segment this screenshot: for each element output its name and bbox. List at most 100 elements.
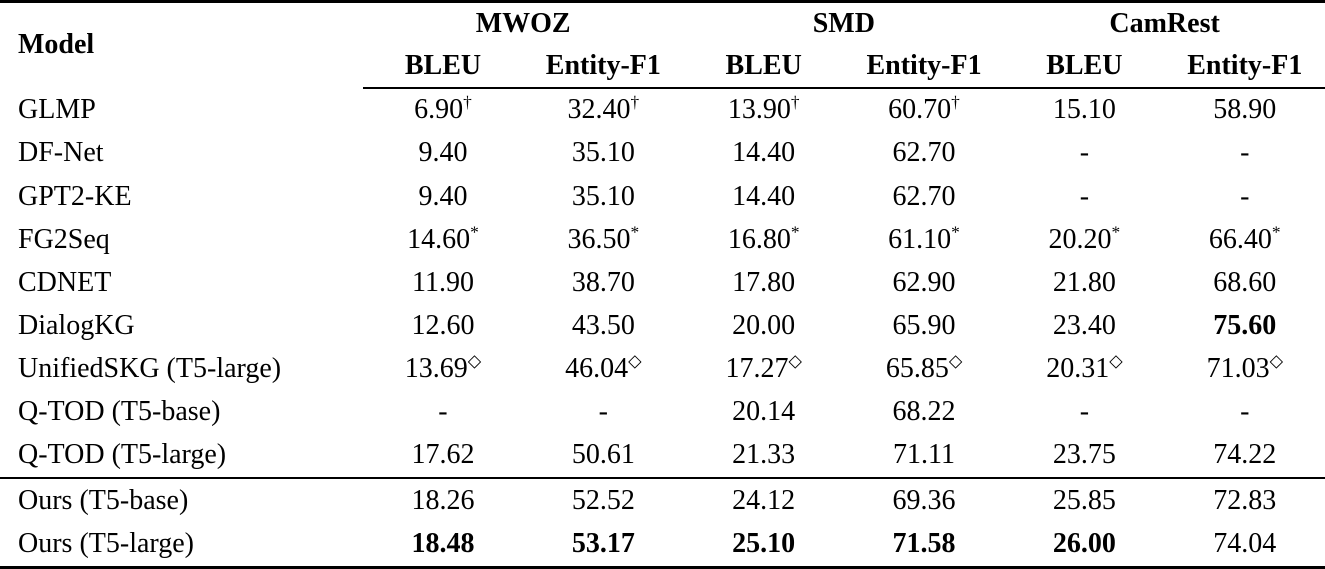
- col-subheader-mwoz-entityf1: Entity-F1: [523, 45, 684, 89]
- col-subheader-smd-bleu: BLEU: [683, 45, 844, 89]
- superscript-marker: ◇: [467, 351, 482, 371]
- cell-value: -: [1240, 180, 1250, 212]
- cell-value: 32.40†: [567, 92, 640, 126]
- cell-value: 20.31◇: [1046, 351, 1123, 384]
- cell-value: 23.75: [1052, 439, 1116, 471]
- cell-value: 9.40: [418, 137, 468, 169]
- col-subheader-camrest-bleu: BLEU: [1004, 45, 1165, 89]
- superscript-marker: ◇: [788, 351, 802, 371]
- cell-value: 75.60: [1213, 309, 1277, 341]
- table-row: FG2Seq 14.60* 36.50* 16.80* 61.10* 20.20* 66.4…: [0, 218, 1325, 261]
- cell-value: 68.60: [1213, 266, 1277, 298]
- model-name: Q-TOD (T5-base): [18, 395, 221, 427]
- header-sub-row: BLEU Entity-F1 BLEU Entity-F1 BLEU Entit…: [0, 45, 1325, 89]
- cell-value: 58.90: [1213, 94, 1277, 126]
- cell-value: 35.10: [571, 180, 635, 212]
- cell-value: 74.04: [1213, 528, 1277, 560]
- cell-value: 38.70: [571, 266, 635, 298]
- cell-value: -: [598, 395, 608, 427]
- cell-value: -: [1079, 180, 1090, 212]
- cell-value: 36.50*: [567, 222, 640, 255]
- cell-value: 60.70†: [888, 92, 960, 126]
- cell-value: 13.69◇: [404, 351, 482, 384]
- superscript-marker: ◇: [1269, 351, 1283, 371]
- cell-value: 62.90: [892, 266, 956, 298]
- cell-value: 62.70: [892, 180, 956, 212]
- table-row: DialogKG 12.60 43.50 20.00 65.90 23.40 75.60: [0, 304, 1325, 347]
- cell-value: 20.14: [732, 395, 796, 427]
- model-name: Ours (T5-base): [0, 476, 363, 523]
- cell-value: 23.40: [1052, 309, 1116, 341]
- model-name: UnifiedSKG (T5-large): [18, 352, 282, 384]
- cell-value: 13.90†: [727, 92, 800, 126]
- superscript-marker: ◇: [1109, 351, 1123, 371]
- cell-value: 24.12: [683, 476, 844, 523]
- col-group-mwoz: MWOZ: [475, 8, 571, 40]
- cell-value: 9.40: [418, 180, 468, 212]
- cell-value: 43.50: [571, 309, 635, 341]
- superscript-marker: *: [790, 222, 800, 242]
- cell-value: -: [1079, 137, 1090, 169]
- col-header-model: Model: [18, 29, 95, 61]
- cell-value: 20.00: [732, 309, 796, 341]
- cell-value: 71.11: [893, 439, 955, 471]
- cell-value: 26.00: [1052, 528, 1116, 560]
- cell-value: 18.48: [411, 528, 475, 560]
- superscript-marker: *: [630, 222, 640, 242]
- table-header: Model MWOZ SMD CamRest BLEU Entity-F1 BL…: [0, 2, 1325, 89]
- cell-value: 20.20*: [1048, 222, 1121, 255]
- col-subheader-mwoz-bleu: BLEU: [362, 45, 524, 89]
- cell-value: 72.83: [1164, 476, 1325, 523]
- cell-value: 66.40*: [1208, 222, 1281, 255]
- table-row: DF-Net 9.40 35.10 14.40 62.70 - -: [0, 132, 1325, 175]
- cell-value: 11.90: [411, 266, 474, 298]
- table-row: GLMP 6.90† 32.40† 13.90† 60.70† 15.10 58.90: [0, 88, 1325, 132]
- model-name: DialogKG: [18, 309, 135, 341]
- cell-value: 65.85◇: [885, 351, 963, 384]
- superscript-marker: †: [790, 92, 800, 112]
- header-group-row: Model MWOZ SMD CamRest: [0, 2, 1325, 60]
- model-name: GLMP: [18, 93, 96, 125]
- table-row: Ours (T5-base) 18.26 52.52 24.12 69.36 25.85 7…: [0, 476, 1325, 523]
- cell-value: 14.40: [732, 180, 796, 212]
- col-group-smd: SMD: [812, 8, 875, 40]
- cell-value: 25.85: [1004, 476, 1165, 523]
- table-row: Ours (T5-large) 18.48 53.17 25.10 71.58 26.00…: [0, 522, 1325, 567]
- superscript-marker: ◇: [948, 351, 963, 371]
- model-name: DF-Net: [18, 137, 104, 169]
- col-group-camrest: CamRest: [1109, 8, 1220, 40]
- superscript-marker: *: [470, 222, 479, 242]
- model-name: CDNET: [18, 266, 112, 298]
- cell-value: 71.03◇: [1206, 351, 1283, 384]
- table-row: GPT2-KE 9.40 35.10 14.40 62.70 - -: [0, 175, 1325, 218]
- cell-value: 46.04◇: [565, 351, 642, 384]
- cell-value: 14.40: [732, 137, 796, 169]
- cell-value: 17.80: [732, 266, 796, 298]
- cell-value: 21.33: [732, 439, 796, 471]
- cell-value: -: [1240, 137, 1250, 169]
- cell-value: 21.80: [1052, 266, 1116, 298]
- cell-value: 69.36: [843, 476, 1005, 523]
- cell-value: 6.90†: [414, 92, 472, 126]
- model-name: Ours (T5-large): [18, 528, 194, 560]
- model-name: FG2Seq: [18, 223, 110, 255]
- cell-value: 18.26: [362, 476, 524, 523]
- superscript-marker: †: [630, 92, 640, 112]
- cell-value: 14.60*: [407, 222, 479, 255]
- cell-value: -: [438, 395, 448, 427]
- cell-value: -: [1240, 395, 1250, 427]
- cell-value: 16.80*: [727, 222, 800, 255]
- cell-value: 25.10: [732, 528, 796, 560]
- col-subheader-smd-entityf1: Entity-F1: [843, 45, 1005, 89]
- cell-value: 62.70: [892, 137, 956, 169]
- cell-value: 17.62: [411, 439, 475, 471]
- superscript-marker: †: [951, 92, 960, 112]
- cell-value: 50.61: [571, 439, 635, 471]
- cell-value: 52.52: [523, 476, 684, 523]
- cell-value: 61.10*: [888, 222, 960, 255]
- cell-value: 71.58: [892, 528, 956, 560]
- cell-value: 35.10: [571, 137, 635, 169]
- cell-value: 68.22: [892, 395, 956, 427]
- cell-value: 15.10: [1052, 94, 1116, 126]
